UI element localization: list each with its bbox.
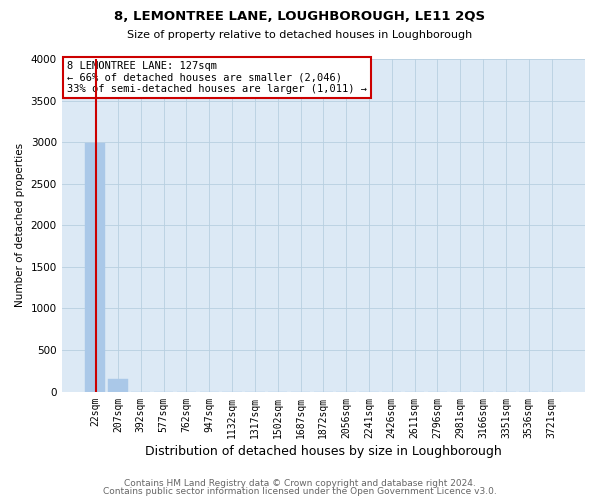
- Text: Contains HM Land Registry data © Crown copyright and database right 2024.: Contains HM Land Registry data © Crown c…: [124, 478, 476, 488]
- Bar: [85, 143, 105, 392]
- Text: Contains public sector information licensed under the Open Government Licence v3: Contains public sector information licen…: [103, 487, 497, 496]
- Text: 8 LEMONTREE LANE: 127sqm
← 66% of detached houses are smaller (2,046)
33% of sem: 8 LEMONTREE LANE: 127sqm ← 66% of detach…: [67, 60, 367, 94]
- Text: Size of property relative to detached houses in Loughborough: Size of property relative to detached ho…: [127, 30, 473, 40]
- X-axis label: Distribution of detached houses by size in Loughborough: Distribution of detached houses by size …: [145, 444, 502, 458]
- Text: 8, LEMONTREE LANE, LOUGHBOROUGH, LE11 2QS: 8, LEMONTREE LANE, LOUGHBOROUGH, LE11 2Q…: [115, 10, 485, 23]
- Y-axis label: Number of detached properties: Number of detached properties: [15, 143, 25, 308]
- Bar: [108, 379, 128, 392]
